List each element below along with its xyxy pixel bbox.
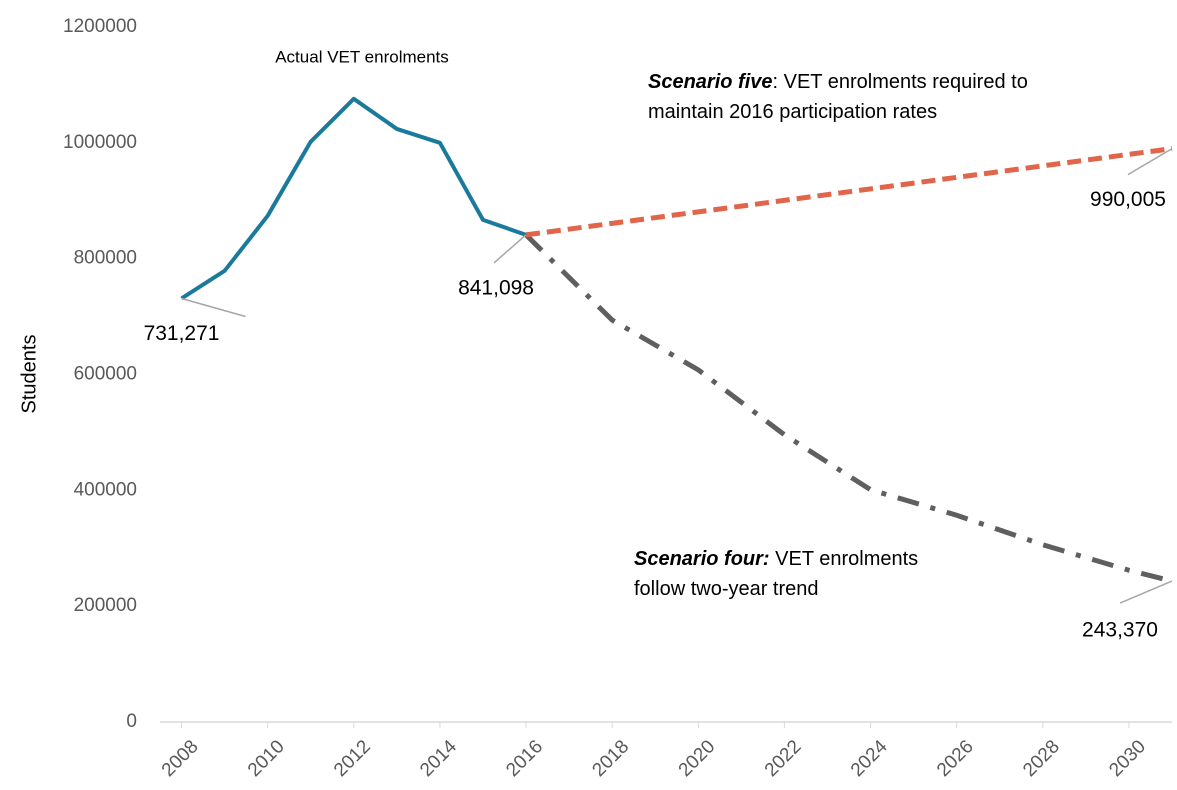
annotation: follow two-year trend [634, 578, 819, 600]
leader-line [493, 234, 527, 264]
annotation: Scenario four: VET enrolments [634, 548, 918, 570]
series-label: Actual VET enrolments [275, 47, 449, 66]
y-tick-label: 400000 [74, 479, 137, 500]
x-tick-label: 2014 [416, 736, 461, 781]
data-label: 841,098 [458, 276, 534, 299]
annotation-part: VET enrolments [770, 548, 919, 570]
y-tick-label: 0 [126, 711, 137, 732]
x-tick-label: 2030 [1105, 736, 1150, 781]
x-tick-label: 2016 [502, 736, 547, 781]
annotation: maintain 2016 participation rates [648, 101, 937, 123]
data-label: 990,005 [1090, 188, 1166, 211]
y-tick-label: 1200000 [63, 16, 137, 37]
y-axis-label: Students [18, 335, 40, 414]
series-line [524, 233, 1173, 584]
data-label: 731,271 [144, 322, 220, 345]
leader-line [1119, 580, 1173, 604]
annotation-part: Scenario five [648, 71, 773, 93]
x-tick-label: 2008 [158, 736, 203, 781]
x-tick-label: 2026 [933, 736, 978, 781]
series-line [525, 146, 1173, 238]
annotation-part: follow two-year trend [634, 578, 819, 600]
annotation-part: : VET enrolments required to [773, 71, 1028, 93]
x-tick-label: 2018 [589, 736, 634, 781]
x-tick-label: 2022 [761, 736, 806, 781]
y-tick-label: 800000 [74, 248, 137, 269]
y-tick-label: 1000000 [63, 132, 137, 153]
x-tick-label: 2010 [244, 736, 289, 781]
series-line [180, 96, 527, 301]
x-tick-label: 2024 [847, 736, 892, 781]
leader-line [1127, 147, 1173, 176]
annotation: Scenario five: VET enrolments required t… [648, 71, 1028, 93]
x-tick-label: 2028 [1019, 736, 1064, 781]
x-tick-label: 2012 [330, 736, 375, 781]
annotation-part: maintain 2016 participation rates [648, 101, 937, 123]
data-label: 243,370 [1082, 619, 1158, 642]
leader-line [181, 297, 246, 318]
annotation-part: Scenario four: [634, 548, 770, 570]
y-tick-label: 600000 [74, 364, 137, 385]
y-tick-label: 200000 [74, 595, 137, 616]
x-tick-label: 2020 [675, 736, 720, 781]
